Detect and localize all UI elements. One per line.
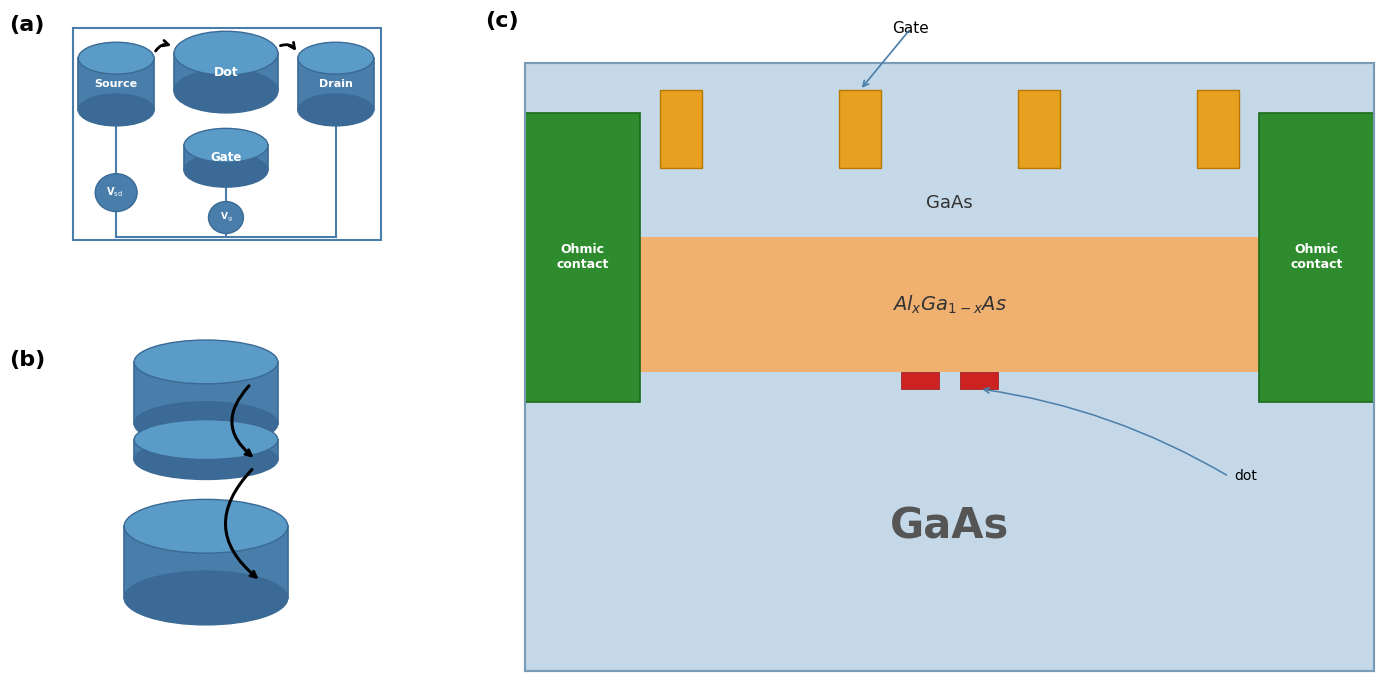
Bar	[960, 372, 999, 389]
Ellipse shape	[135, 439, 278, 480]
Text: Dot: Dot	[214, 66, 239, 79]
Text: dot: dot	[1233, 469, 1257, 484]
Bar	[78, 58, 154, 110]
Bar	[297, 58, 374, 110]
Ellipse shape	[78, 42, 154, 74]
Bar	[135, 362, 278, 424]
Ellipse shape	[124, 500, 288, 553]
Text: (c): (c)	[485, 11, 519, 31]
Text: Al$_x$Ga$_{1-x}$As: Al$_x$Ga$_{1-x}$As	[892, 293, 1007, 316]
Bar	[839, 90, 881, 167]
Ellipse shape	[174, 69, 278, 113]
Bar	[525, 63, 1374, 671]
Ellipse shape	[135, 340, 278, 384]
Text: Ohmic
contact: Ohmic contact	[557, 244, 608, 271]
Bar	[174, 53, 278, 91]
Bar	[525, 113, 640, 402]
Ellipse shape	[208, 201, 243, 233]
Bar	[135, 439, 278, 459]
Ellipse shape	[174, 31, 278, 75]
Ellipse shape	[135, 420, 278, 459]
Text: (b): (b)	[10, 350, 46, 370]
Bar	[900, 372, 939, 389]
Bar	[183, 145, 268, 170]
Text: Ohmic
contact: Ohmic contact	[1290, 244, 1342, 271]
Ellipse shape	[183, 129, 268, 162]
Bar	[1018, 90, 1060, 167]
Text: Drain: Drain	[319, 79, 353, 89]
Bar	[525, 237, 1374, 372]
Text: GaAs: GaAs	[926, 194, 972, 212]
Bar	[74, 28, 381, 240]
Text: (a): (a)	[10, 15, 44, 35]
Ellipse shape	[135, 402, 278, 446]
Text: V$_{\rm g}$: V$_{\rm g}$	[219, 211, 232, 224]
Bar	[1197, 90, 1239, 167]
Text: V$_{\rm sd}$: V$_{\rm sd}$	[106, 185, 122, 199]
Text: Gate: Gate	[893, 21, 929, 36]
Bar	[660, 90, 701, 167]
Ellipse shape	[297, 94, 374, 126]
Text: Gate: Gate	[210, 152, 242, 164]
Text: Source: Source	[94, 79, 138, 89]
Bar	[525, 63, 1374, 671]
Ellipse shape	[96, 174, 138, 212]
Text: GaAs: GaAs	[890, 505, 1010, 547]
Bar	[640, 167, 1258, 237]
Ellipse shape	[124, 571, 288, 625]
Bar	[1258, 113, 1374, 402]
Ellipse shape	[183, 153, 268, 187]
Ellipse shape	[78, 94, 154, 126]
Bar	[640, 237, 1258, 372]
Bar	[124, 527, 288, 598]
Ellipse shape	[297, 42, 374, 74]
